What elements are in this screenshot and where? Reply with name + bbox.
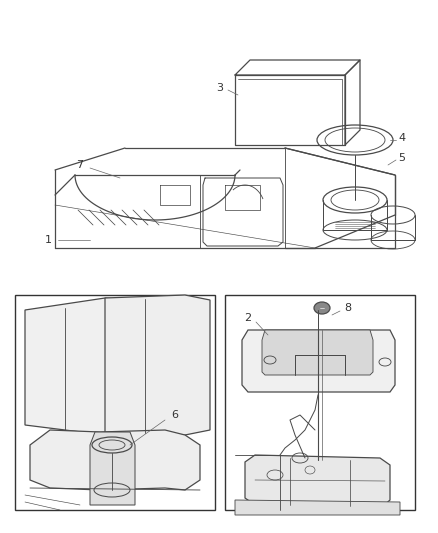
- Text: 7: 7: [77, 160, 84, 170]
- Polygon shape: [90, 432, 135, 505]
- Text: 2: 2: [244, 313, 251, 323]
- Polygon shape: [30, 430, 200, 490]
- Bar: [15, 295, 215, 510]
- Polygon shape: [25, 298, 165, 435]
- Bar: [225, 295, 415, 510]
- Polygon shape: [245, 455, 390, 507]
- Text: 4: 4: [399, 133, 406, 143]
- Text: 1: 1: [45, 235, 52, 245]
- Polygon shape: [235, 500, 400, 515]
- Text: 5: 5: [399, 153, 406, 163]
- Polygon shape: [242, 330, 395, 392]
- Polygon shape: [105, 295, 210, 435]
- Polygon shape: [262, 330, 373, 375]
- Text: 6: 6: [172, 410, 179, 420]
- Ellipse shape: [314, 302, 330, 314]
- Text: 8: 8: [344, 303, 352, 313]
- Text: 3: 3: [216, 83, 223, 93]
